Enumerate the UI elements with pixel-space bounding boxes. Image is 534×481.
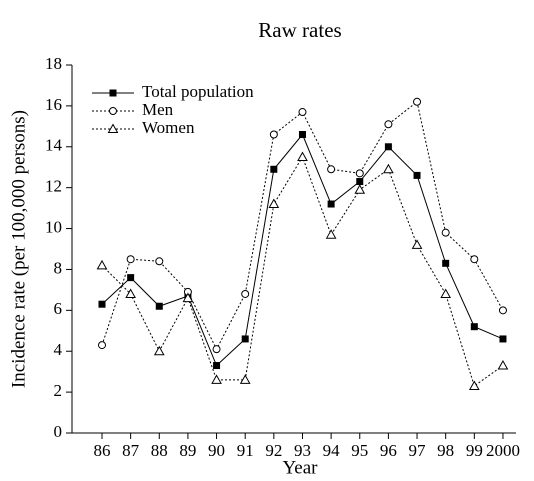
y-tick-label: 0: [54, 422, 63, 441]
marker: [96, 259, 108, 270]
marker: [384, 143, 392, 151]
marker: [153, 345, 165, 356]
marker: [98, 300, 106, 308]
marker: [413, 171, 421, 179]
marker: [298, 108, 307, 117]
x-tick-label: 92: [265, 441, 282, 460]
y-tick-label: 14: [45, 136, 63, 155]
marker: [155, 302, 163, 310]
x-axis-label: Year: [282, 457, 318, 478]
marker: [212, 345, 221, 354]
marker: [241, 289, 250, 298]
marker: [327, 200, 335, 208]
marker: [98, 341, 106, 350]
x-tick-label: 91: [237, 441, 254, 460]
series-line: [101, 133, 504, 367]
x-tick-label: 86: [94, 441, 111, 460]
marker: [354, 184, 366, 194]
y-tick-label: 16: [45, 95, 62, 114]
marker: [155, 257, 164, 266]
y-tick-label: 8: [54, 258, 63, 277]
marker: [269, 130, 278, 139]
marker: [383, 163, 394, 174]
marker: [211, 374, 222, 384]
marker: [442, 259, 450, 267]
marker: [107, 123, 119, 133]
marker: [213, 362, 221, 370]
y-tick-label: 6: [54, 299, 63, 318]
marker: [125, 288, 136, 298]
marker: [470, 255, 479, 264]
marker: [327, 165, 336, 174]
x-tick-label: 89: [179, 441, 196, 460]
y-tick-label: 4: [54, 340, 63, 359]
marker: [468, 380, 480, 390]
x-tick-label: 90: [208, 441, 225, 460]
y-tick-label: 18: [45, 54, 62, 73]
marker: [441, 228, 450, 237]
marker: [268, 198, 280, 209]
y-tick-label: 10: [45, 217, 62, 236]
x-tick-label: 99: [466, 441, 483, 460]
marker: [182, 292, 194, 303]
marker: [470, 323, 478, 331]
series-line: [101, 100, 504, 351]
legend-label: Men: [142, 100, 174, 119]
marker: [109, 89, 117, 97]
x-tick-label: 2000: [486, 441, 520, 460]
legend-label: Women: [142, 118, 195, 137]
marker: [239, 374, 251, 384]
marker: [126, 255, 135, 264]
marker: [355, 169, 364, 178]
marker: [325, 229, 337, 239]
marker: [440, 288, 452, 298]
x-tick-label: 98: [437, 441, 454, 460]
marker: [270, 165, 278, 173]
marker: [384, 120, 393, 129]
marker: [413, 97, 422, 106]
x-tick-label: 97: [409, 441, 427, 460]
marker: [127, 274, 135, 282]
marker: [356, 178, 364, 186]
marker: [498, 306, 507, 315]
marker: [499, 335, 507, 343]
x-tick-label: 95: [351, 441, 368, 460]
chart-title: Raw rates: [258, 18, 341, 42]
x-tick-label: 93: [294, 441, 311, 460]
x-tick-label: 96: [380, 441, 397, 460]
marker: [109, 107, 117, 115]
x-tick-label: 94: [323, 441, 341, 460]
marker: [411, 239, 423, 249]
y-tick-label: 12: [45, 177, 62, 196]
marker: [298, 131, 306, 139]
marker: [297, 151, 308, 161]
y-tick-label: 2: [54, 381, 63, 400]
legend-label: Total population: [142, 82, 254, 101]
y-axis-label: Incidence rate (per 100,000 persons): [8, 110, 29, 388]
x-tick-label: 87: [122, 441, 140, 460]
x-tick-label: 88: [151, 441, 168, 460]
marker: [497, 360, 509, 370]
marker: [241, 335, 249, 343]
